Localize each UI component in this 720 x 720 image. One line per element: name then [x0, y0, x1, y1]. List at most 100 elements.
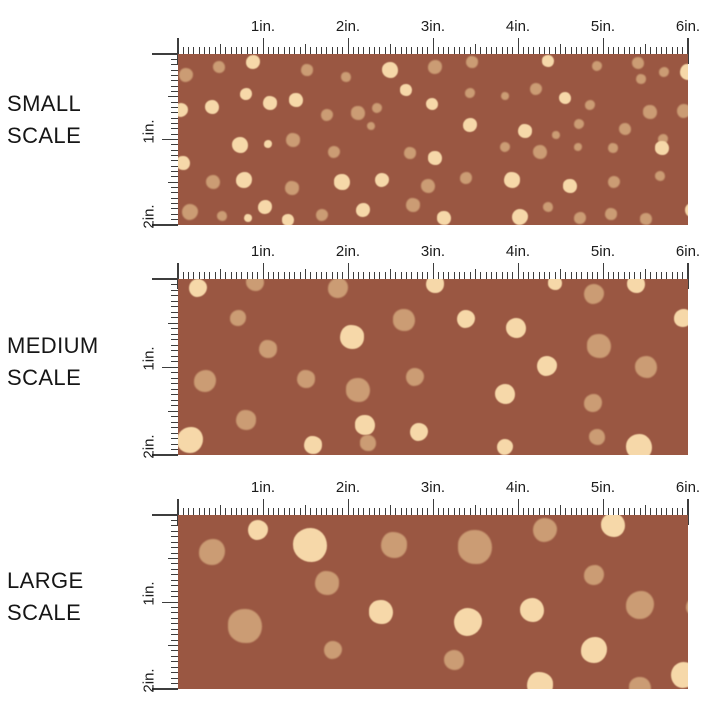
ruler-tick: [485, 272, 487, 279]
fabric-dot: [205, 100, 219, 114]
ruler-tick: [171, 344, 178, 346]
ruler-tick: [549, 47, 551, 54]
ruler-inch-label: 5in.: [590, 18, 616, 35]
ruler-tick: [171, 623, 178, 625]
fabric-dot: [543, 202, 553, 212]
fabric-dot: [410, 423, 428, 441]
fabric-dot: [680, 64, 688, 80]
fabric-dot: [289, 93, 303, 107]
ruler-tick: [326, 47, 328, 54]
ruler-tick: [326, 508, 328, 515]
ruler-tick: [352, 272, 354, 279]
ruler-tick: [214, 272, 216, 279]
fabric-dot: [406, 368, 424, 386]
ruler-tick: [331, 47, 333, 54]
ruler-tick: [182, 508, 184, 515]
ruler-tick: [666, 47, 668, 54]
ruler-tick: [209, 508, 211, 515]
ruler-tick: [607, 272, 609, 279]
ruler-tick: [666, 508, 668, 515]
ruler-tick: [171, 388, 178, 390]
ruler-tick: [405, 508, 407, 515]
fabric-dot: [629, 677, 651, 689]
ruler-tick: [171, 655, 178, 657]
ruler-tick: [586, 508, 588, 515]
ruler-tick: [469, 508, 471, 515]
ruler-tick: [152, 454, 178, 456]
ruler-inch-label: 4in.: [505, 479, 531, 496]
ruler-tick: [171, 377, 178, 379]
ruler-tick: [650, 47, 652, 54]
ruler-tick: [171, 112, 178, 114]
ruler-tick: [432, 38, 434, 54]
ruler-tick: [171, 328, 178, 329]
ruler-tick: [177, 263, 179, 289]
ruler-tick: [198, 508, 200, 515]
ruler-tick: [687, 499, 689, 525]
fabric-dot: [685, 203, 688, 217]
ruler-tick: [682, 272, 684, 279]
ruler-tick: [464, 508, 466, 515]
ruler-inch-label-vertical: 1in.: [140, 581, 158, 606]
ruler-tick: [171, 192, 178, 194]
ruler-tick: [629, 508, 631, 515]
ruler-tick: [390, 505, 391, 515]
ruler-tick: [400, 508, 402, 515]
ruler-tick: [421, 508, 423, 515]
ruler-tick: [251, 47, 253, 54]
ruler-tick: [358, 47, 360, 54]
ruler-tick: [443, 508, 445, 515]
fabric-dot: [527, 672, 553, 689]
ruler-tick: [618, 272, 620, 279]
ruler-tick: [193, 272, 195, 279]
ruler-inch-label-vertical: 1in.: [140, 118, 158, 144]
ruler-tick: [384, 508, 386, 515]
ruler-tick: [660, 47, 662, 54]
fabric-dot: [285, 181, 299, 195]
ruler-tick: [501, 508, 503, 515]
ruler-tick: [437, 508, 439, 515]
ruler-tick: [682, 47, 684, 54]
ruler-tick: [305, 269, 306, 279]
ruler-tick: [650, 272, 652, 279]
scale-label-line2: SCALE: [7, 365, 82, 390]
fabric-dot: [454, 608, 482, 636]
ruler-tick: [517, 499, 519, 515]
ruler-tick: [533, 508, 535, 515]
ruler-tick: [171, 650, 178, 652]
fabric-dot: [328, 146, 340, 158]
ruler-tick: [427, 47, 429, 54]
fabric-dot: [585, 100, 595, 110]
fabric-dot: [640, 213, 652, 225]
ruler-tick: [171, 101, 178, 103]
ruler-tick: [453, 508, 455, 515]
ruler-tick: [411, 508, 413, 515]
fabric-dot: [465, 88, 475, 98]
vertical-ruler: 1in. 2in.: [138, 514, 178, 693]
ruler-tick: [171, 552, 178, 554]
ruler-tick: [171, 350, 178, 351]
ruler-tick: [168, 322, 178, 324]
ruler-tick: [273, 47, 275, 54]
vertical-ruler: 1in. 2in.: [138, 278, 178, 459]
ruler-tick: [453, 47, 455, 54]
ruler-tick: [512, 47, 514, 54]
ruler-tick: [171, 525, 178, 527]
ruler-tick: [171, 574, 178, 576]
fabric-dot: [601, 515, 625, 537]
ruler-tick: [554, 47, 556, 54]
ruler-tick: [618, 508, 620, 515]
fabric-dot: [671, 662, 688, 688]
fabric-dot: [530, 83, 542, 95]
ruler-tick: [262, 38, 264, 54]
fabric-dot: [301, 64, 313, 76]
fabric-dot: [512, 209, 528, 225]
scale-label-line2: SCALE: [7, 123, 82, 148]
ruler-tick: [581, 508, 583, 515]
ruler-tick: [342, 508, 344, 515]
fabric-dot: [626, 591, 654, 619]
fabric-dot: [372, 103, 382, 113]
fabric-dot: [194, 370, 216, 392]
fabric-dot: [293, 528, 327, 562]
ruler-tick: [320, 508, 322, 515]
